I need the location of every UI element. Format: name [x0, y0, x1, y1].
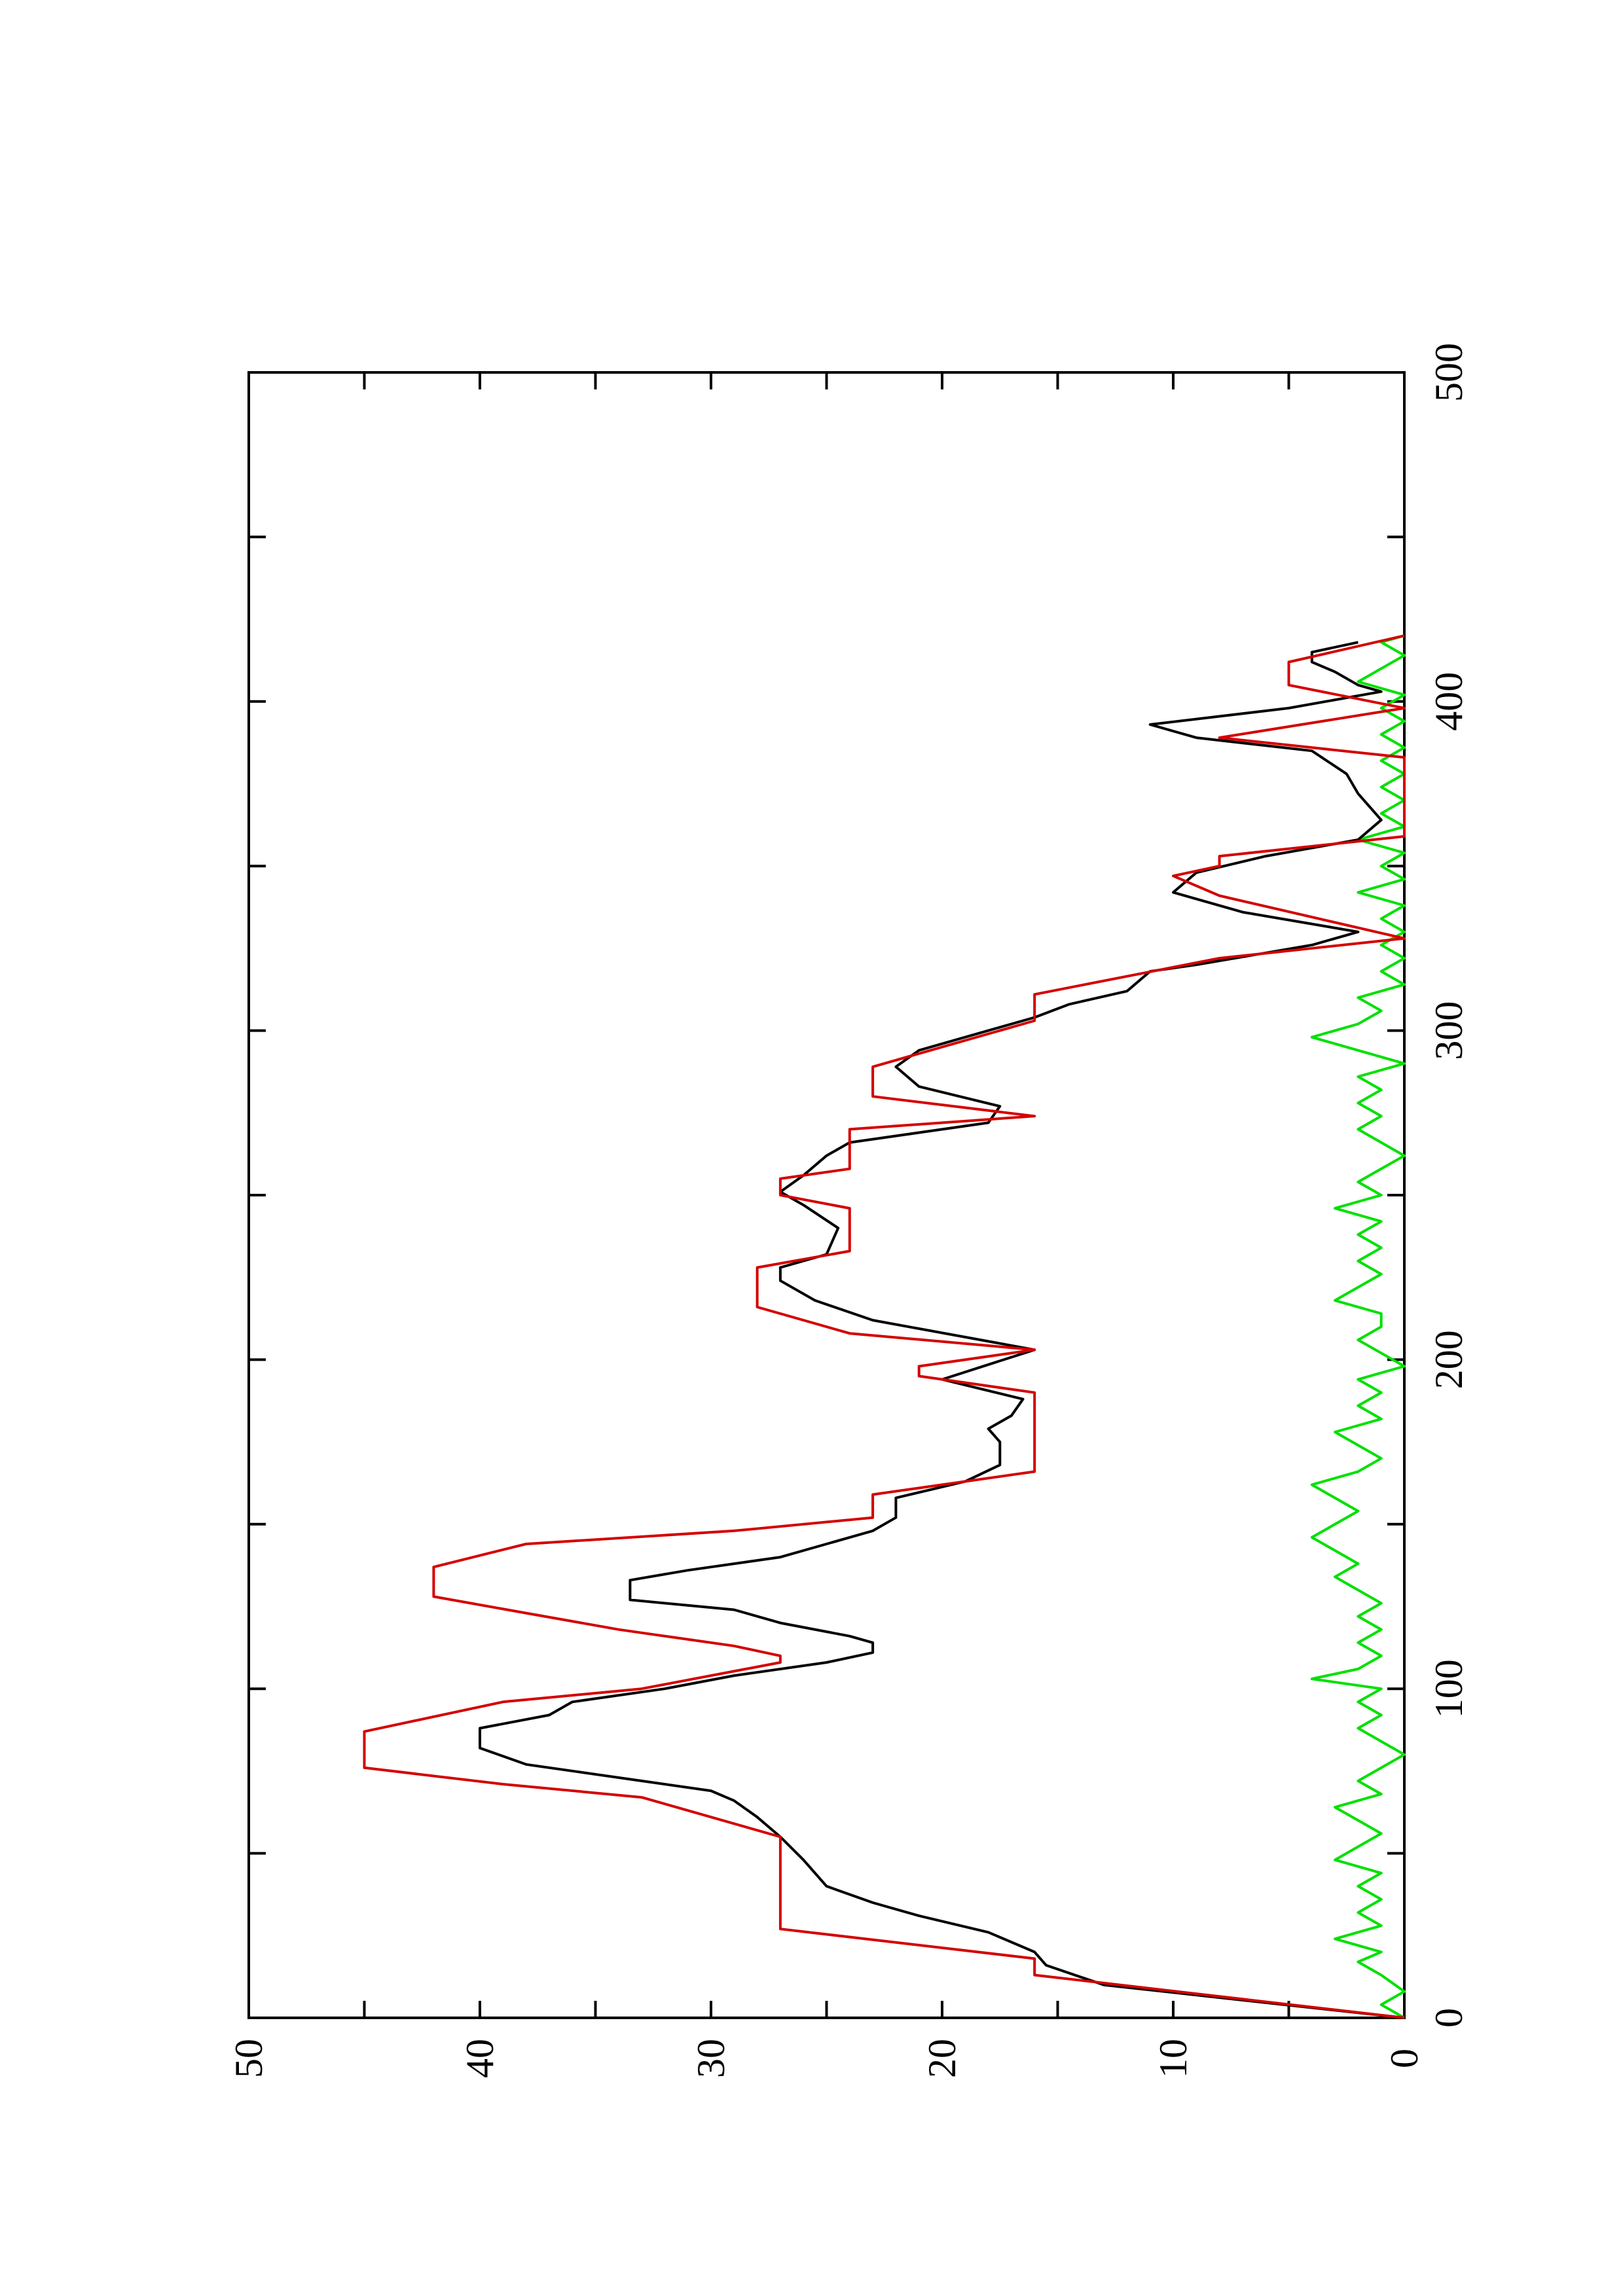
- y-tick-label: 0: [1383, 2049, 1426, 2068]
- y-tick-label: 30: [689, 2039, 733, 2078]
- x-tick-label: 200: [1427, 1330, 1470, 1389]
- series-line-3: [1310, 634, 1406, 2019]
- x-tick-label: 300: [1427, 1001, 1470, 1060]
- x-tick-label: 500: [1427, 343, 1470, 402]
- y-tick-label: 40: [458, 2039, 501, 2078]
- x-tick-label: 0: [1427, 2008, 1470, 2028]
- y-tick-label: 50: [227, 2039, 270, 2078]
- y-tick-label: 20: [921, 2039, 964, 2078]
- plot-frame: [247, 371, 1406, 2019]
- axis-ticks: [247, 371, 1406, 2019]
- series-layer: [363, 634, 1406, 2019]
- axis-tick-labels: 0 100 200 300 400 500 0 10 20 30 40 50: [227, 343, 1470, 2078]
- x-tick-label: 400: [1427, 672, 1470, 731]
- series-line-1: [363, 634, 1406, 2019]
- y-tick-label: 10: [1152, 2039, 1195, 2078]
- series-line-2: [479, 641, 1405, 2019]
- x-tick-label: 100: [1427, 1659, 1470, 1718]
